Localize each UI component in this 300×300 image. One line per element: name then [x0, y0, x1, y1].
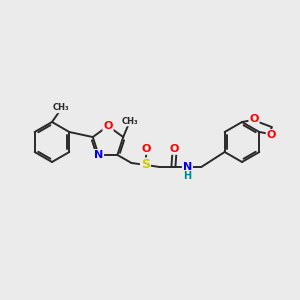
Text: O: O	[142, 144, 151, 154]
Text: O: O	[249, 114, 259, 124]
Text: O: O	[267, 130, 276, 140]
Text: N: N	[94, 150, 103, 160]
Text: H: H	[183, 171, 191, 181]
Text: O: O	[170, 144, 179, 154]
Text: N: N	[183, 162, 192, 172]
Text: S: S	[141, 158, 150, 171]
Text: CH₃: CH₃	[122, 117, 139, 126]
Text: O: O	[103, 121, 113, 131]
Text: CH₃: CH₃	[53, 103, 69, 112]
